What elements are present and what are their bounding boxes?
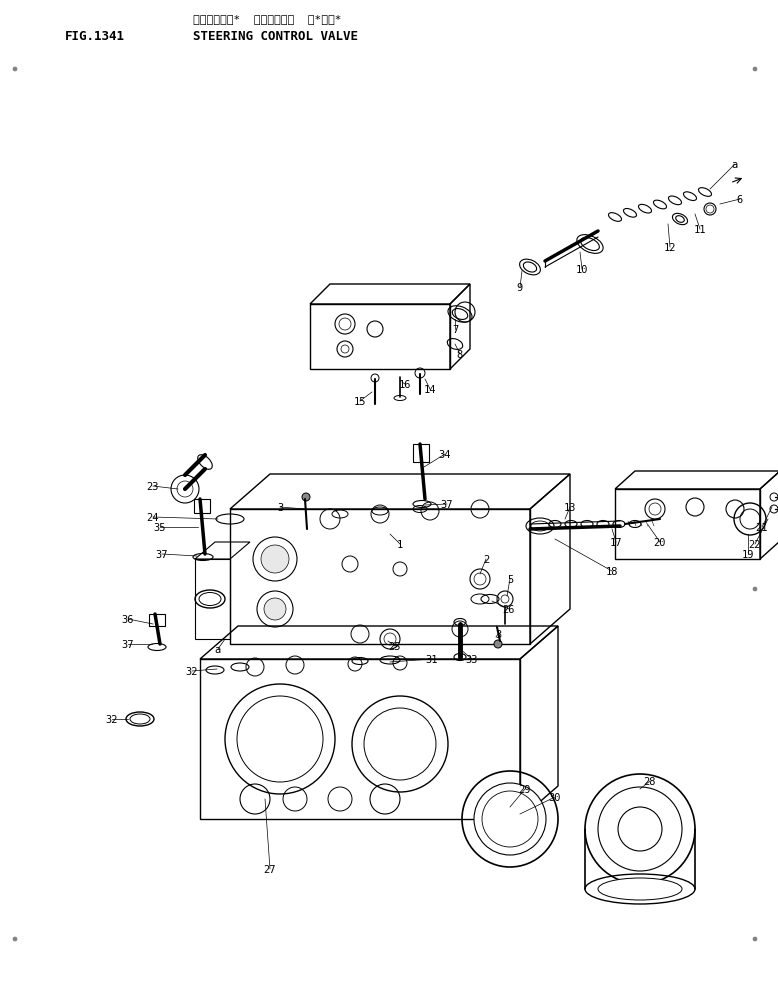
Ellipse shape <box>580 239 599 251</box>
Circle shape <box>237 696 323 782</box>
Text: 1: 1 <box>397 539 403 549</box>
Ellipse shape <box>199 593 221 605</box>
Text: 31: 31 <box>426 655 438 665</box>
Text: ステアリング*  コントロール  ハ*ルフ*: ステアリング* コントロール ハ*ルフ* <box>193 14 342 24</box>
Text: 36: 36 <box>121 614 135 624</box>
Text: 22: 22 <box>748 539 761 549</box>
Text: 15: 15 <box>354 396 366 406</box>
Text: FIG.1341: FIG.1341 <box>65 30 125 43</box>
Text: 35: 35 <box>154 523 166 532</box>
Circle shape <box>753 588 757 592</box>
Text: 25: 25 <box>389 641 401 652</box>
Text: 14: 14 <box>424 385 436 394</box>
Text: 34: 34 <box>439 450 451 459</box>
Circle shape <box>13 68 17 72</box>
Circle shape <box>302 494 310 502</box>
Text: 3: 3 <box>277 503 283 513</box>
Text: 33: 33 <box>466 655 478 665</box>
Text: 37: 37 <box>156 549 168 559</box>
Text: 13: 13 <box>564 503 576 513</box>
Text: 7: 7 <box>452 324 458 334</box>
Text: 26: 26 <box>503 604 515 614</box>
Text: 29: 29 <box>519 784 531 794</box>
Text: 32: 32 <box>106 714 118 725</box>
Text: 9: 9 <box>517 283 523 293</box>
Ellipse shape <box>524 262 537 273</box>
Text: 20: 20 <box>654 537 666 547</box>
Circle shape <box>598 787 682 871</box>
Text: 6: 6 <box>737 195 743 205</box>
Text: 37: 37 <box>121 639 135 650</box>
Text: a: a <box>215 644 221 655</box>
Circle shape <box>264 599 286 620</box>
Circle shape <box>13 937 17 941</box>
Text: 37: 37 <box>441 500 454 510</box>
Text: 12: 12 <box>664 243 676 252</box>
Text: 17: 17 <box>610 537 622 547</box>
Text: 10: 10 <box>576 264 588 275</box>
Ellipse shape <box>531 522 549 531</box>
Text: 21: 21 <box>755 523 768 532</box>
Text: 8: 8 <box>457 350 463 360</box>
Text: 11: 11 <box>694 225 706 235</box>
Ellipse shape <box>452 310 468 320</box>
Text: STEERING CONTROL VALVE: STEERING CONTROL VALVE <box>193 30 358 43</box>
Text: 27: 27 <box>264 864 276 875</box>
Text: 28: 28 <box>643 776 657 786</box>
Text: 16: 16 <box>399 380 412 389</box>
Text: 2: 2 <box>483 554 489 564</box>
Bar <box>194 500 210 514</box>
Text: 5: 5 <box>507 575 513 585</box>
Circle shape <box>474 783 546 855</box>
Circle shape <box>753 937 757 941</box>
Ellipse shape <box>598 879 682 900</box>
Text: 3: 3 <box>495 629 501 639</box>
Text: 30: 30 <box>548 792 561 803</box>
Circle shape <box>364 708 436 780</box>
Text: 19: 19 <box>741 549 754 559</box>
Bar <box>413 445 429 462</box>
Text: 32: 32 <box>186 667 198 676</box>
Circle shape <box>494 640 502 649</box>
Text: 24: 24 <box>147 513 159 523</box>
Text: 23: 23 <box>147 481 159 491</box>
Text: a: a <box>732 160 738 170</box>
Circle shape <box>753 68 757 72</box>
Bar <box>149 614 165 626</box>
Text: 18: 18 <box>606 566 619 577</box>
Circle shape <box>261 545 289 574</box>
